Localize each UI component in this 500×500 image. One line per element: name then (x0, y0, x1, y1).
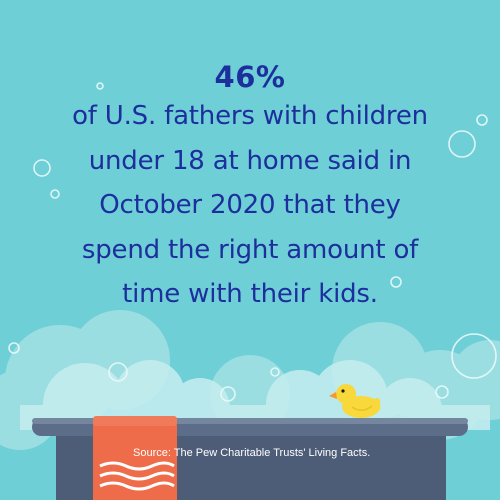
body-line: of U.S. fathers with children (72, 101, 428, 131)
bubbles (8, 82, 497, 402)
towel (93, 416, 177, 500)
body-line: spend the right amount of (81, 234, 419, 265)
rubber-duck-icon (329, 384, 381, 418)
body-line: October 2020 that they (99, 190, 401, 220)
body-line: under 18 at home said in (88, 145, 412, 176)
headline: 46% of U.S. fathers with children under … (0, 60, 500, 317)
body-line: time with their kids. (122, 279, 378, 309)
source-citation: Source: The Pew Charitable Trusts' Livin… (133, 447, 371, 459)
stat-percentage: 46% (214, 60, 286, 94)
